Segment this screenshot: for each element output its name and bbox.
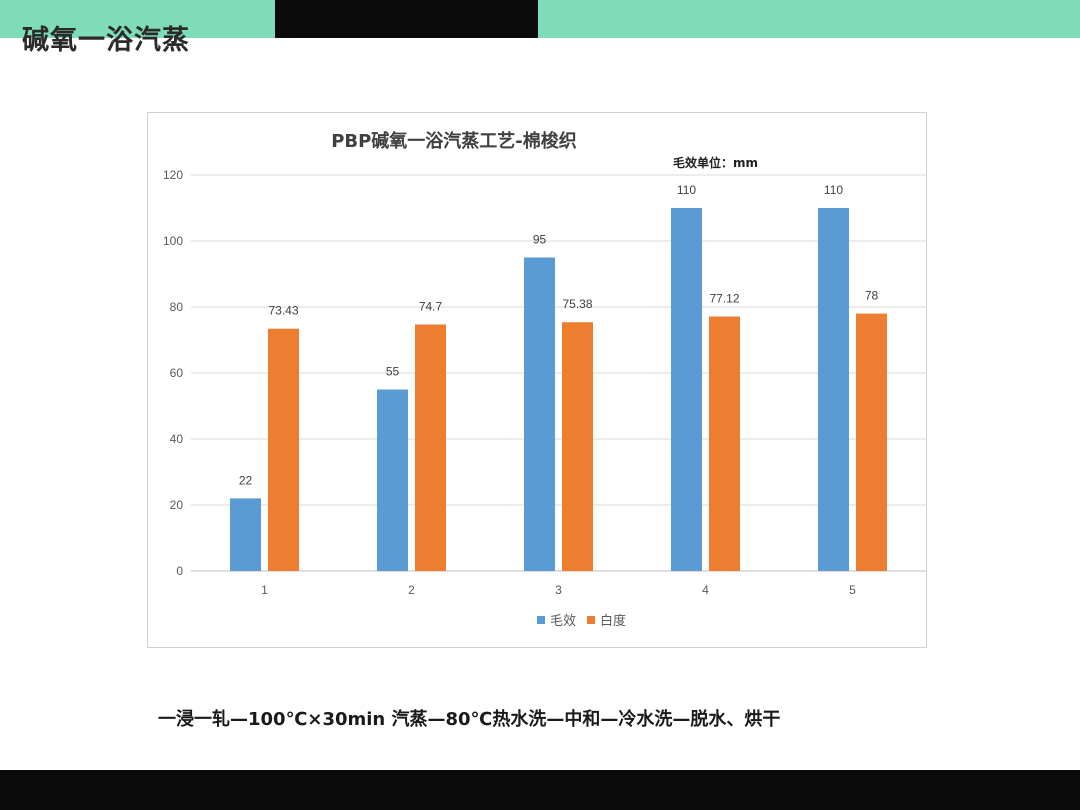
bottom-band bbox=[0, 770, 1080, 810]
y-tick-label: 40 bbox=[170, 432, 184, 446]
y-axis-ticks: 0 20 40 60 80 100 120 bbox=[163, 168, 183, 578]
x-tick-label: 1 bbox=[261, 583, 268, 597]
bars bbox=[230, 208, 887, 571]
bar-series1-cat1 bbox=[230, 498, 261, 571]
chart-subtitle: 毛效单位：mm bbox=[673, 155, 758, 170]
data-label: 22 bbox=[239, 473, 253, 487]
legend-label: 白度 bbox=[600, 613, 626, 629]
data-label: 110 bbox=[824, 183, 843, 197]
chart-title: PBP碱氧一浴汽蒸工艺-棉梭织 bbox=[331, 130, 577, 152]
data-label: 74.7 bbox=[419, 299, 443, 313]
data-label: 77.12 bbox=[709, 292, 739, 306]
bar-series1-cat5 bbox=[818, 208, 849, 571]
bar-series2-cat4 bbox=[709, 316, 740, 571]
data-label: 55 bbox=[386, 365, 400, 379]
bar-series1-cat3 bbox=[524, 257, 555, 571]
process-caption: 一浸一轧—100℃×30min 汽蒸—80℃热水洗—中和—冷水洗—脱水、烘干 bbox=[158, 709, 781, 730]
data-label: 110 bbox=[677, 183, 696, 197]
x-tick-label: 2 bbox=[408, 583, 415, 597]
legend: 毛效 白度 bbox=[537, 613, 626, 629]
grid-lines bbox=[191, 174, 926, 572]
legend-label: 毛效 bbox=[550, 614, 576, 629]
data-label: 75.38 bbox=[562, 297, 592, 311]
legend-swatch bbox=[587, 616, 595, 624]
data-label: 95 bbox=[533, 233, 547, 247]
bar-series2-cat5 bbox=[856, 313, 887, 571]
y-tick-label: 0 bbox=[176, 564, 183, 578]
data-label: 78 bbox=[865, 289, 879, 303]
bar-series2-cat1 bbox=[268, 328, 299, 571]
top-band-left bbox=[0, 0, 275, 38]
y-tick-label: 80 bbox=[170, 300, 184, 314]
data-label: 73.43 bbox=[268, 304, 298, 318]
bar-series2-cat2 bbox=[415, 324, 446, 571]
bar-chart: 0 20 40 60 80 100 120 22 73.43 55 74.7 95 75.38 110 7… bbox=[163, 130, 926, 629]
top-band-right bbox=[538, 0, 1080, 38]
y-tick-label: 20 bbox=[170, 498, 184, 512]
chart-frame: 0 20 40 60 80 100 120 22 73.43 55 74.7 95 75.38 110 7… bbox=[147, 112, 927, 648]
bar-series1-cat4 bbox=[671, 208, 702, 571]
bar-series1-cat2 bbox=[377, 389, 408, 571]
legend-swatch bbox=[537, 616, 545, 624]
top-band-middle bbox=[275, 0, 538, 38]
x-tick-label: 5 bbox=[849, 583, 856, 597]
x-tick-label: 4 bbox=[702, 583, 709, 597]
data-labels: 22 73.43 55 74.7 95 75.38 110 77.12 110 78 bbox=[239, 183, 879, 487]
bar-series2-cat3 bbox=[562, 322, 593, 571]
x-axis-ticks: 1 2 3 4 5 bbox=[261, 583, 856, 597]
y-tick-label: 60 bbox=[170, 366, 184, 380]
y-tick-label: 100 bbox=[163, 234, 183, 248]
slide-title: 碱氧一浴汽蒸 bbox=[22, 25, 190, 56]
y-tick-label: 120 bbox=[163, 168, 183, 182]
x-tick-label: 3 bbox=[555, 583, 562, 597]
